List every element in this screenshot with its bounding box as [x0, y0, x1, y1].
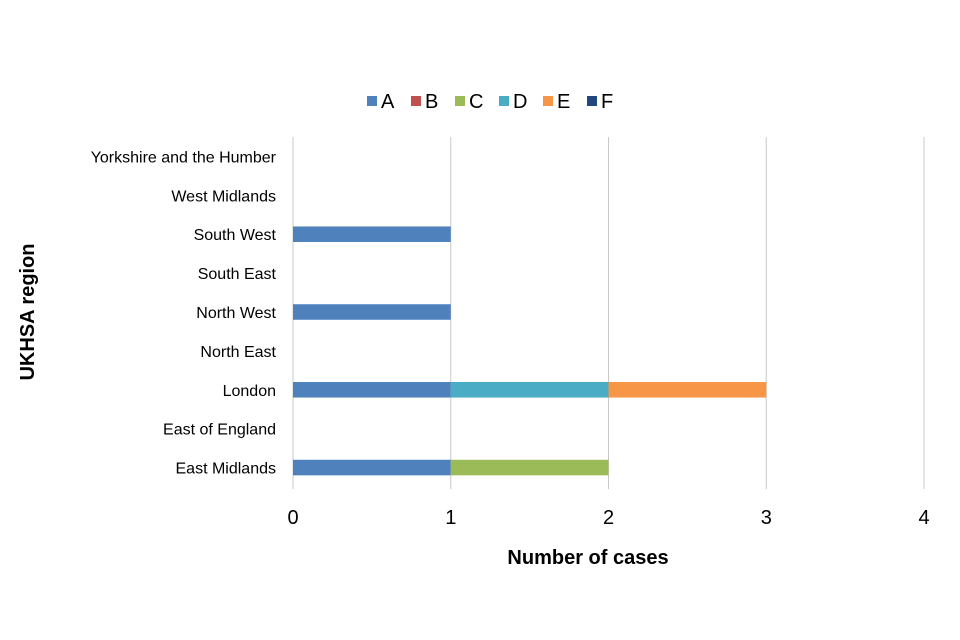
x-axis-title: Number of cases	[507, 547, 668, 569]
legend-label: A	[381, 91, 395, 113]
x-tick-label: 3	[761, 507, 772, 529]
bar-segment	[293, 226, 451, 242]
legend-swatch	[455, 96, 465, 106]
legend: A B C D E F	[367, 91, 613, 113]
y-tick-label: Yorkshire and the Humber	[91, 149, 277, 166]
bars	[293, 226, 767, 476]
bar-segment	[608, 382, 767, 398]
legend-swatch	[543, 96, 553, 106]
legend-item: A	[367, 91, 395, 113]
bar-segment	[293, 459, 451, 476]
y-tick-labels: East Midlands East of England London North …	[91, 149, 277, 477]
y-tick-label: South West	[194, 227, 277, 244]
bar-segment	[293, 382, 451, 398]
y-tick-label: South East	[198, 266, 277, 283]
legend-item: F	[587, 91, 613, 113]
bar-segment	[293, 304, 451, 320]
legend-label: B	[425, 91, 438, 113]
y-tick-label: North West	[196, 305, 276, 322]
x-tick-label: 0	[287, 507, 298, 529]
y-tick-label: London	[223, 383, 276, 400]
x-tick-label: 1	[445, 507, 456, 529]
x-tick-label: 4	[918, 507, 929, 529]
bar-segment	[450, 459, 609, 476]
gridlines	[292, 137, 925, 489]
y-tick-label: East Midlands	[176, 461, 277, 478]
y-tick-label: East of England	[163, 422, 276, 439]
legend-swatch	[587, 96, 597, 106]
legend-item: E	[543, 91, 570, 113]
bar-segment	[450, 382, 609, 398]
legend-label: E	[557, 91, 570, 113]
legend-label: F	[601, 91, 613, 113]
legend-swatch	[367, 96, 377, 106]
x-tick-labels: 0 1 2 3 4	[287, 507, 929, 529]
legend-item: C	[455, 91, 483, 113]
y-axis-title: UKHSA region	[17, 243, 39, 380]
x-tick-label: 2	[603, 507, 614, 529]
y-tick-label: West Midlands	[171, 188, 276, 205]
legend-swatch	[411, 96, 421, 106]
legend-item: D	[499, 91, 527, 113]
legend-swatch	[499, 96, 509, 106]
y-tick-label: North East	[200, 344, 276, 361]
legend-label: C	[469, 91, 483, 113]
legend-label: D	[513, 91, 527, 113]
legend-item: B	[411, 91, 438, 113]
